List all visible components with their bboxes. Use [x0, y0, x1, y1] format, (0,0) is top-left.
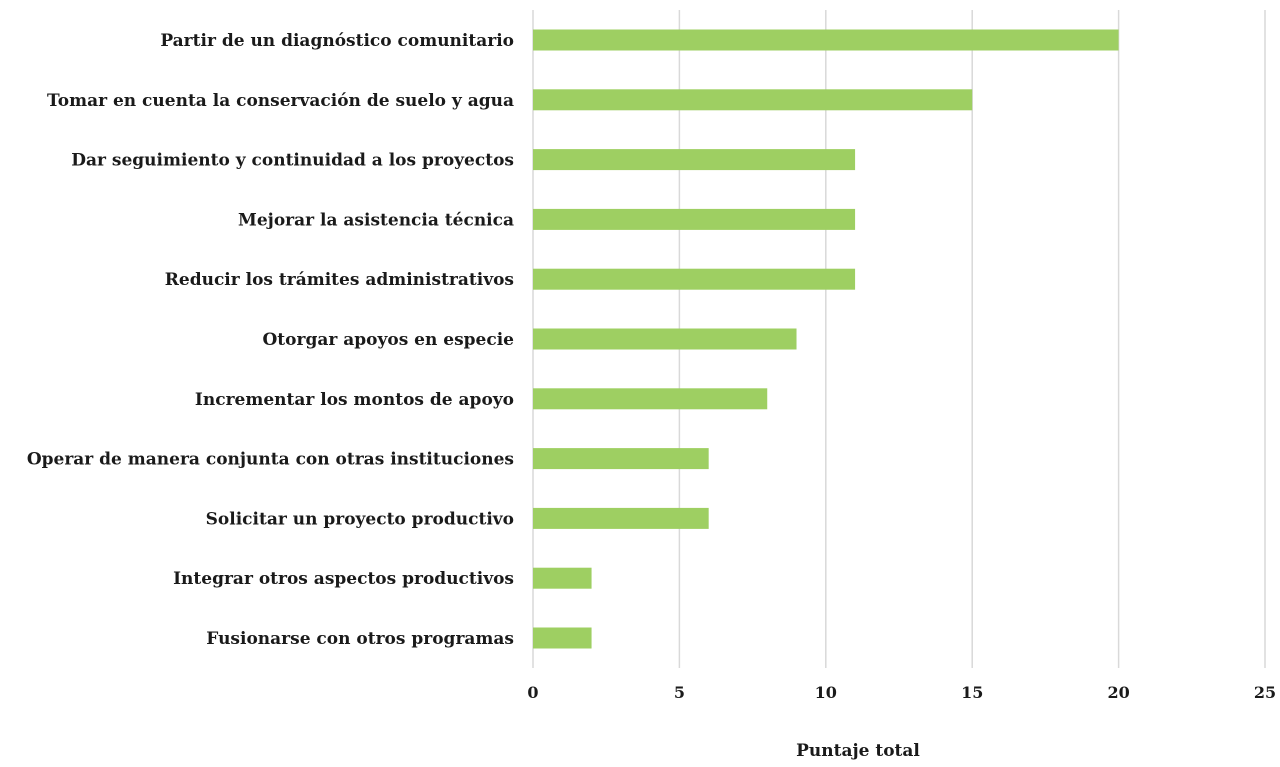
bar [533, 328, 797, 350]
category-label: Mejorar la asistencia técnica [238, 210, 514, 230]
bar [533, 448, 709, 470]
grid-lines [532, 10, 1266, 668]
bar [533, 627, 592, 649]
bar [533, 507, 709, 529]
x-tick-label: 0 [527, 683, 538, 702]
category-label: Reducir los trámites administrativos [165, 270, 514, 290]
bar [533, 89, 973, 111]
category-label: Solicitar un proyecto productivo [206, 509, 514, 529]
bar [533, 149, 856, 171]
x-tick-label: 15 [961, 683, 983, 702]
x-tick-labels: 0 5 10 15 20 25 [527, 683, 1276, 702]
bar [533, 29, 1119, 51]
category-label: Partir de un diagnóstico comunitario [160, 31, 514, 51]
bar [533, 268, 856, 290]
bars [533, 29, 1119, 649]
x-tick-label: 10 [815, 683, 837, 702]
category-label: Incrementar los montos de apoyo [195, 390, 514, 410]
category-label: Otorgar apoyos en especie [263, 330, 515, 350]
category-labels: Partir de un diagnóstico comunitario Toma… [27, 31, 514, 649]
x-tick-label: 25 [1254, 683, 1276, 702]
bar [533, 208, 856, 230]
bar [533, 567, 592, 589]
category-label: Integrar otros aspectos productivos [173, 569, 514, 589]
category-label: Operar de manera conjunta con otras inst… [27, 450, 514, 470]
x-axis-title: Puntaje total [796, 741, 920, 761]
x-tick-label: 5 [674, 683, 685, 702]
category-label: Tomar en cuenta la conservación de suelo… [47, 91, 514, 111]
category-label: Fusionarse con otros programas [206, 629, 514, 649]
bar [533, 388, 768, 410]
x-tick-label: 20 [1107, 683, 1129, 702]
category-label: Dar seguimiento y continuidad a los proy… [71, 151, 514, 171]
